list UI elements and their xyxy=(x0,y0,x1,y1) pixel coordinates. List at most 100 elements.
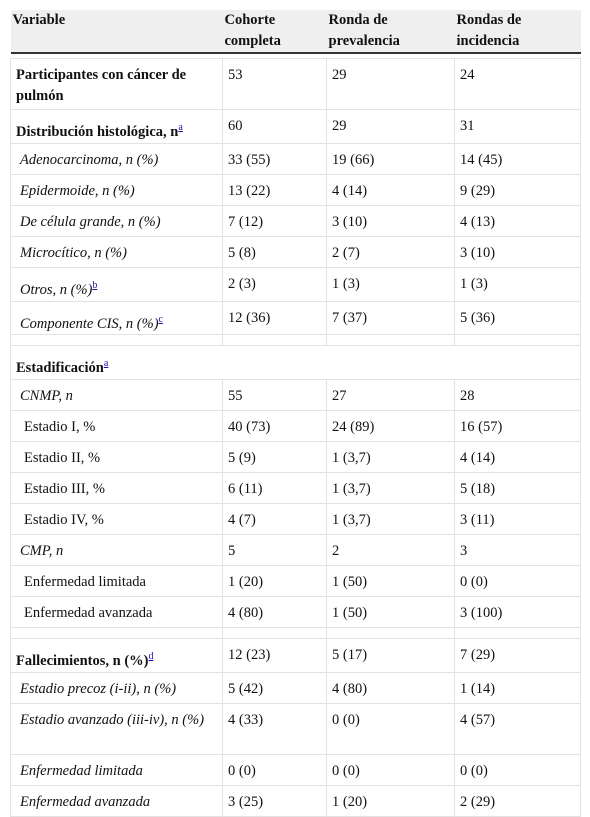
data-table: Variable Cohorte completa Ronda de prevale… xyxy=(10,10,581,817)
value-cell: 1 (50) xyxy=(326,565,455,598)
value-cell: 1 (14) xyxy=(454,672,581,705)
value-cell: 1 (3,7) xyxy=(326,441,455,474)
row-label: Estadio I, % xyxy=(24,419,96,436)
value-cell: 2 (7) xyxy=(326,235,455,268)
table-row: Microcítico, n (%) 5 (8) 2 (7) 3 (10) xyxy=(10,235,581,268)
value-cell: 0 (0) xyxy=(326,754,455,787)
value-cell: 5 xyxy=(222,534,327,567)
table-row: Estadio IV, % 4 (7) 1 (3,7) 3 (11) xyxy=(10,503,581,536)
table-row: Distribución histológica, na 60 29 31 xyxy=(10,109,581,144)
value-cell: 12 (36) xyxy=(222,300,327,336)
value-cell: 1 (3,7) xyxy=(326,503,455,536)
row-label: Enfermedad avanzada xyxy=(20,794,151,811)
table-row: Componente CIS, n (%)c 12 (36) 7 (37) 5 (36… xyxy=(10,300,581,336)
row-label: Adenocarcinoma, n (%) xyxy=(20,151,159,168)
value-cell: 5 (17) xyxy=(326,638,455,674)
table-row: Estadio I, % 40 (73) 24 (89) 16 (57) xyxy=(10,410,581,443)
spacer-cell xyxy=(326,627,455,640)
value-cell: 40 (73) xyxy=(222,410,327,443)
row-label: Microcítico, n (%) xyxy=(20,244,127,261)
value-cell: 27 xyxy=(326,379,455,412)
row-label: Estadio II, % xyxy=(24,450,101,467)
value-cell: 1 (3,7) xyxy=(326,472,455,505)
row-label-cell: Estadificacióna xyxy=(10,345,581,381)
value-cell: 16 (57) xyxy=(454,410,581,443)
value-cell: 0 (0) xyxy=(222,754,327,787)
table-row: CNMP, n 55 27 28 xyxy=(10,379,581,412)
row-label: Estadificación xyxy=(16,360,104,377)
row-label: Estadio III, % xyxy=(24,481,105,498)
header-cell: Cohorte completa xyxy=(222,10,327,54)
value-cell: 12 (23) xyxy=(222,638,327,674)
spacer-cell xyxy=(326,334,455,347)
value-cell: 4 (80) xyxy=(222,596,327,629)
value-cell: 29 xyxy=(326,58,455,110)
header-cell: Ronda de prevalencia xyxy=(326,10,455,54)
value-cell: 4 (57) xyxy=(454,703,581,756)
value-cell: 24 (89) xyxy=(326,410,455,443)
row-label: CNMP, n xyxy=(20,388,73,405)
value-cell: 7 (29) xyxy=(454,638,581,674)
row-label-cell: Estadio avanzado (iii-iv), n (%) xyxy=(10,703,223,756)
row-label-cell: Enfermedad avanzada xyxy=(10,596,223,629)
footnote-link[interactable]: d xyxy=(148,651,154,663)
spacer-row xyxy=(10,334,581,347)
row-label-cell: CNMP, n xyxy=(10,379,223,412)
value-cell: 33 (55) xyxy=(222,142,327,175)
value-cell: 7 (37) xyxy=(326,300,455,336)
row-label-cell: Microcítico, n (%) xyxy=(10,235,223,268)
row-label-cell: Estadio I, % xyxy=(10,410,223,443)
value-cell: 29 xyxy=(326,109,455,144)
value-cell: 3 (100) xyxy=(454,596,581,629)
value-cell: 4 (14) xyxy=(326,173,455,206)
row-label: Enfermedad avanzada xyxy=(24,605,153,622)
footnote-ref: c xyxy=(159,311,163,325)
row-label-cell: Estadio III, % xyxy=(10,472,223,505)
footnote-link[interactable]: c xyxy=(158,313,163,325)
value-cell: 1 (50) xyxy=(326,596,455,629)
row-label-cell: Estadio II, % xyxy=(10,441,223,474)
row-label: Participantes con cáncer de pulmón xyxy=(16,67,187,104)
table-row: Participantes con cáncer de pulmón 53 29 24 xyxy=(10,58,581,110)
table-row: Enfermedad limitada 1 (20) 1 (50) 0 (0) xyxy=(10,565,581,598)
value-cell: 3 (10) xyxy=(454,235,581,268)
value-cell: 5 (9) xyxy=(222,441,327,474)
value-cell: 60 xyxy=(222,109,327,144)
value-cell: 3 (10) xyxy=(326,204,455,237)
value-cell: 13 (22) xyxy=(222,173,327,206)
table-wrap: Variable Cohorte completa Ronda de prevale… xyxy=(10,10,581,817)
value-cell: 4 (33) xyxy=(222,703,327,756)
footnote-ref: a xyxy=(104,355,108,369)
value-cell: 5 (18) xyxy=(454,472,581,505)
value-cell: 4 (14) xyxy=(454,441,581,474)
table-row: Estadio II, % 5 (9) 1 (3,7) 4 (14) xyxy=(10,441,581,474)
table-header: Variable Cohorte completa Ronda de prevale… xyxy=(10,10,581,54)
value-cell: 5 (8) xyxy=(222,235,327,268)
value-cell: 31 xyxy=(454,109,581,144)
footnote-link[interactable]: a xyxy=(103,358,109,370)
header-cell: Rondas de incidencia xyxy=(454,10,581,54)
value-cell: 24 xyxy=(454,58,581,110)
table-row: Otros, n (%)b 2 (3) 1 (3) 1 (3) xyxy=(10,266,581,302)
value-cell: 7 (12) xyxy=(222,204,327,237)
spacer-cell xyxy=(222,334,327,347)
value-cell: 6 (11) xyxy=(222,472,327,505)
footnote-link[interactable]: b xyxy=(92,279,98,291)
row-label-cell: Participantes con cáncer de pulmón xyxy=(10,58,223,110)
value-cell: 1 (3) xyxy=(454,266,581,302)
table-row: Estadio precoz (i-ii), n (%) 5 (42) 4 (80)… xyxy=(10,672,581,705)
header-row: Variable Cohorte completa Ronda de prevale… xyxy=(10,10,581,54)
table-row: Enfermedad avanzada 4 (80) 1 (50) 3 (100) xyxy=(10,596,581,629)
value-cell: 4 (13) xyxy=(454,204,581,237)
spacer-cell xyxy=(222,627,327,640)
row-label-cell: Enfermedad limitada xyxy=(10,754,223,787)
spacer-cell xyxy=(10,334,223,347)
footnote-link[interactable]: a xyxy=(178,122,183,133)
spacer-row xyxy=(10,627,581,640)
value-cell: 14 (45) xyxy=(454,142,581,175)
row-label-cell: Estadio precoz (i-ii), n (%) xyxy=(10,672,223,705)
row-label: Estadio IV, % xyxy=(24,512,104,529)
header-cell: Variable xyxy=(10,10,223,54)
footnote-ref: b xyxy=(92,277,97,291)
spacer-cell xyxy=(454,627,581,640)
